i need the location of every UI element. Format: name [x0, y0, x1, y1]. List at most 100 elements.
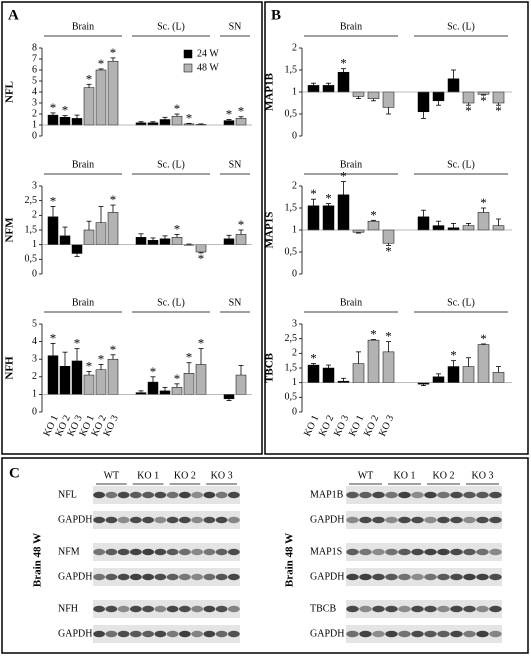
y-tick-label: 6 — [32, 64, 37, 75]
bar — [107, 212, 119, 245]
blot-band — [203, 573, 216, 581]
blot-band — [166, 630, 179, 638]
bar — [223, 394, 235, 400]
significance-star: * — [62, 103, 69, 118]
blot-strip — [93, 486, 240, 504]
blot-band — [450, 491, 463, 499]
blot-band — [476, 516, 489, 524]
significance-star: * — [238, 217, 245, 232]
blot-band — [398, 516, 411, 524]
bar — [307, 85, 320, 93]
blot-band — [203, 605, 216, 613]
blot-strip — [346, 568, 502, 586]
significance-star: * — [480, 93, 487, 108]
group-label: Sc. (L) — [157, 297, 185, 308]
bar — [59, 365, 71, 395]
blot-band — [227, 630, 240, 638]
blot-band — [129, 573, 142, 581]
bar — [147, 381, 159, 395]
y-tick-label: 4 — [32, 336, 37, 347]
bar — [417, 91, 430, 113]
blot-band — [142, 548, 155, 556]
bar — [59, 117, 71, 126]
bar — [447, 78, 460, 93]
y-tick-label: 2,5 — [25, 195, 38, 206]
blot-band — [154, 491, 167, 499]
blot-row-label: GAPDH — [310, 628, 344, 639]
y-tick-label: 3 — [292, 318, 297, 329]
blot-band — [117, 516, 130, 524]
y-tick-label: 5 — [32, 75, 37, 86]
panel-a-frame — [1, 1, 263, 455]
significance-star: * — [238, 104, 245, 119]
blot-band — [105, 605, 118, 613]
blot-band — [398, 605, 411, 613]
blot-band — [359, 573, 372, 581]
blot-band — [215, 630, 228, 638]
y-tick-label: 0 — [292, 130, 297, 141]
bar — [337, 71, 350, 93]
significance-star: * — [370, 327, 377, 342]
blot-band — [385, 491, 398, 499]
blot-band — [191, 491, 204, 499]
blot-band — [154, 630, 167, 638]
bar — [492, 91, 505, 104]
bar — [107, 60, 119, 126]
blot-band — [154, 548, 167, 556]
y-tick-label: 2 — [292, 348, 297, 359]
y-axis-label: NFM — [4, 217, 16, 243]
bar — [432, 91, 445, 102]
blot-band — [424, 573, 437, 581]
group-label: Brain — [340, 159, 362, 170]
y-tick-label: 1 — [292, 377, 297, 388]
group-label: Brain — [340, 297, 362, 308]
blot-band — [117, 548, 130, 556]
blot-band — [450, 605, 463, 613]
blot-band — [463, 573, 476, 581]
x-tick-label: KO 3 — [377, 414, 396, 439]
lane-label: KO 3 — [472, 470, 494, 481]
blot-band — [489, 491, 502, 499]
bar — [95, 69, 107, 126]
blot-band — [203, 630, 216, 638]
y-tick-label: 0 — [32, 130, 37, 141]
bar — [352, 91, 365, 97]
lane-label: KO 2 — [433, 470, 455, 481]
bar — [352, 229, 365, 233]
blot-band — [359, 548, 372, 556]
significance-star: * — [174, 101, 181, 116]
blot-band — [372, 573, 385, 581]
blot-band — [346, 605, 359, 613]
lane-label: WT — [358, 470, 374, 481]
significance-star: * — [150, 364, 157, 379]
blot-band — [215, 573, 228, 581]
blot-band — [398, 630, 411, 638]
blot-band — [191, 573, 204, 581]
bar — [367, 339, 380, 383]
bar — [135, 122, 147, 126]
y-tick-label: 1 — [32, 389, 37, 400]
blot-band — [215, 605, 228, 613]
blot-band — [191, 548, 204, 556]
blot-band — [398, 548, 411, 556]
blot-band — [398, 491, 411, 499]
y-tick-label: 1,5 — [25, 224, 38, 235]
blot-row-label: NFH — [58, 603, 78, 614]
blot-band — [191, 630, 204, 638]
bar — [59, 235, 71, 245]
bar — [83, 374, 95, 395]
blot-band — [411, 630, 424, 638]
significance-star: * — [325, 191, 332, 206]
blot-row-label: TBCB — [310, 603, 336, 614]
blot-band — [117, 573, 130, 581]
blot-band — [105, 573, 118, 581]
blot-band — [424, 548, 437, 556]
blot-band — [372, 630, 385, 638]
group-label: SN — [229, 159, 242, 170]
y-tick-label: 2 — [32, 108, 37, 119]
y-tick-label: 0,5 — [25, 254, 38, 265]
blot-band — [359, 516, 372, 524]
blot-band — [178, 573, 191, 581]
y-tick-label: 1 — [292, 224, 297, 235]
blot-band — [117, 630, 130, 638]
